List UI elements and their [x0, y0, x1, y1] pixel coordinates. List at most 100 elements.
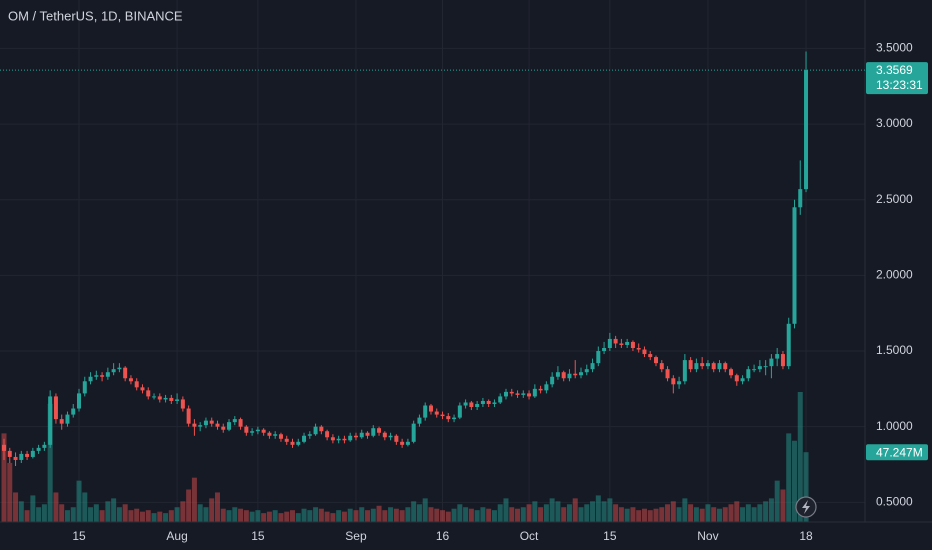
candle-body — [446, 416, 451, 420]
candle-body — [77, 393, 82, 409]
candle-body — [330, 437, 335, 441]
candle-body — [19, 453, 24, 460]
volume-bar — [549, 498, 555, 522]
candle-body — [111, 369, 116, 373]
volume-bar — [497, 504, 503, 522]
volume-bar — [566, 504, 572, 522]
volume-bar — [416, 504, 422, 522]
candle-body — [405, 441, 410, 445]
candle-body — [192, 423, 197, 427]
candle-body — [423, 405, 428, 418]
candle-body — [428, 405, 433, 412]
volume-bar — [238, 508, 244, 522]
volume-bar — [47, 403, 53, 522]
volume-bar — [70, 507, 76, 522]
candle-body — [729, 369, 734, 376]
candle-body — [723, 363, 728, 370]
candle-body — [596, 351, 601, 364]
candle-body — [157, 396, 162, 400]
volume-bar — [399, 510, 405, 522]
volume-bar — [191, 477, 197, 522]
volume-bar — [659, 507, 665, 522]
candle-body — [498, 396, 503, 403]
candle-body — [71, 408, 76, 415]
volume-bar — [41, 504, 47, 522]
candle-body — [117, 367, 122, 370]
candle-body — [492, 402, 497, 404]
volume-bar — [699, 508, 705, 522]
candle-body — [267, 432, 272, 436]
candle-body — [792, 207, 797, 324]
volume-bar — [665, 504, 671, 522]
volume-bar — [786, 433, 792, 522]
volume-bar — [261, 513, 267, 522]
candle-body — [348, 435, 353, 441]
volume-bar — [803, 452, 809, 522]
candle-body — [342, 438, 347, 441]
x-tick-label: 15 — [251, 529, 265, 543]
volume-bar — [370, 508, 376, 522]
candle-body — [740, 378, 745, 382]
candle-body — [325, 431, 330, 438]
candle-body — [152, 396, 157, 398]
volume-bar — [676, 507, 682, 522]
candle-body — [382, 432, 387, 438]
x-tick-label: Aug — [166, 529, 187, 543]
candle-body — [377, 428, 382, 433]
volume-bar — [324, 511, 330, 522]
candle-body — [613, 338, 618, 344]
y-tick-label: 3.5000 — [876, 41, 913, 55]
volume-bar — [226, 510, 232, 522]
y-tick-label: 3.0000 — [876, 116, 913, 130]
candle-body — [503, 391, 508, 397]
volume-bar — [584, 504, 590, 522]
candle-body — [82, 381, 87, 394]
candle-body — [36, 447, 41, 451]
volume-bar — [18, 501, 24, 522]
volume-bar — [93, 504, 99, 522]
volume-bar — [716, 508, 722, 522]
candle-body — [227, 422, 232, 430]
volume-bar — [134, 508, 140, 522]
candle-body — [88, 376, 93, 382]
volume-bar — [405, 507, 411, 522]
volume-bar — [116, 507, 122, 522]
candle-body — [42, 444, 47, 448]
volume-bar — [641, 508, 647, 522]
candle-body — [411, 423, 416, 442]
volume-bar — [561, 507, 567, 522]
candle-body — [705, 363, 710, 367]
volume-bar — [722, 507, 728, 522]
last-price-label: 3.3569 — [876, 63, 913, 77]
volume-bar — [214, 492, 220, 522]
candle-body — [371, 428, 376, 436]
candle-body — [134, 381, 139, 388]
label-layer: 0.5000 1.0000 1.5000 2.0000 2.5000 3.0000 3.50… — [0, 41, 928, 543]
candle-body — [786, 323, 791, 367]
replay-icon[interactable] — [795, 496, 817, 518]
volume-bar — [88, 507, 94, 522]
volume-bar — [1, 433, 7, 522]
candle-body — [417, 417, 422, 424]
candle-body — [180, 399, 185, 409]
candle-body — [353, 435, 358, 438]
volume-bar — [105, 501, 111, 522]
volume-bar — [30, 495, 36, 522]
candle-body — [244, 426, 249, 433]
candle-body — [469, 402, 474, 408]
volume-bar — [249, 511, 255, 522]
x-tick-label: 15 — [603, 529, 617, 543]
candle-body — [359, 432, 364, 438]
candle-body — [677, 381, 682, 385]
candle-body — [13, 456, 18, 460]
candle-body — [780, 354, 785, 367]
y-tick-label: 2.5000 — [876, 192, 913, 206]
candle-body — [659, 363, 664, 370]
candle-body — [665, 369, 670, 379]
candle-body — [602, 348, 607, 352]
volume-bar — [774, 480, 780, 522]
volume-bar — [139, 511, 145, 522]
volume-bar — [613, 504, 619, 522]
